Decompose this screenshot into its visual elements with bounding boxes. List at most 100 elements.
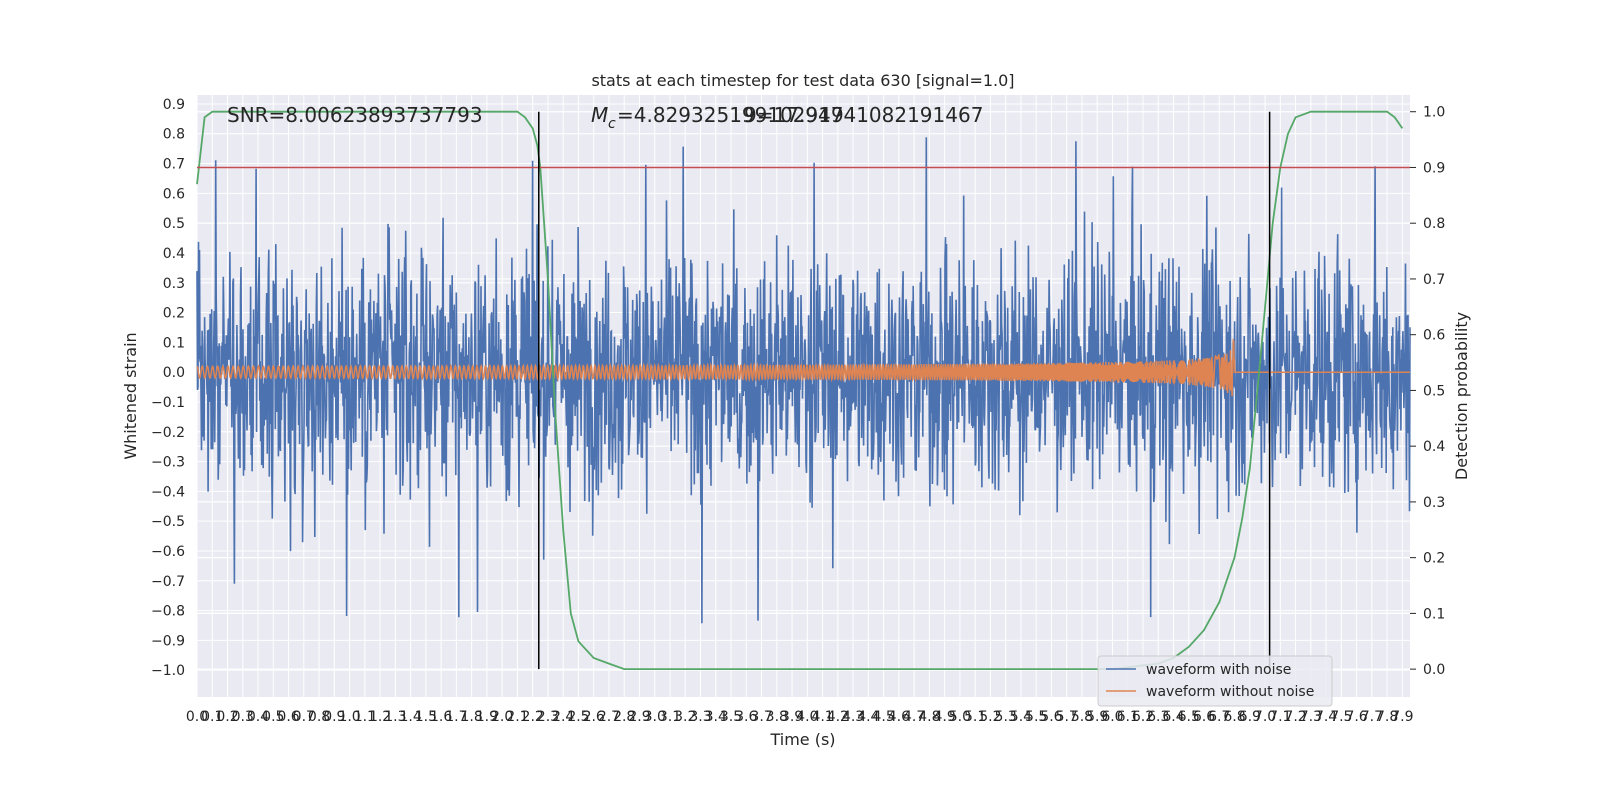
- x-tick-label: 3.1: [659, 709, 681, 725]
- x-tick-label: 3.0: [644, 709, 666, 725]
- probability-trace: [196, 110, 1404, 670]
- x-tick-label: 1.8: [461, 709, 483, 725]
- x-tick-label: 1.0: [338, 709, 360, 725]
- x-tick-label: 3.7: [750, 709, 772, 725]
- legend-label-noise: waveform with noise: [1146, 662, 1291, 678]
- mc-annotation-subscript: c: [608, 116, 616, 132]
- x-tick-label: 3.6: [735, 709, 757, 725]
- right-tick-label: 0.5: [1423, 383, 1445, 399]
- x-tick-label: 0.7: [293, 709, 315, 725]
- event-vlines: [538, 111, 1271, 670]
- x-tick-label: 4.3: [842, 709, 864, 725]
- x-tick-label: 1.3: [384, 709, 406, 725]
- series-detection-probability: [196, 110, 1404, 670]
- chirp-trace: [196, 338, 1410, 397]
- x-tick-label: 6.2: [1132, 709, 1154, 725]
- right-tick-label: 0.3: [1423, 495, 1445, 511]
- x-tick-label: 6.4: [1162, 709, 1184, 725]
- mc-annotation-value-b: 9=17.94741082191467: [744, 103, 983, 127]
- x-tick-label: 4.0: [796, 709, 818, 725]
- left-tick-label: −0.6: [151, 544, 185, 560]
- x-tick-label: 2.0: [491, 709, 513, 725]
- x-tick-label: 6.5: [1178, 709, 1200, 725]
- x-tick-label: 2.7: [598, 709, 620, 725]
- right-tick-label: 0.7: [1423, 272, 1445, 288]
- x-tick-label: 5.9: [1086, 709, 1108, 725]
- x-tick-label: 4.2: [827, 709, 849, 725]
- left-tick-label: −0.2: [151, 425, 185, 441]
- x-tick-label: 7.9: [1391, 709, 1413, 725]
- x-tick-label: 0.5: [262, 709, 284, 725]
- legend: waveform with noise waveform without noi…: [1097, 655, 1333, 707]
- right-tick-label: 0.9: [1423, 160, 1445, 176]
- x-axis-label: Time (s): [769, 730, 835, 749]
- x-tick-label: 1.4: [399, 709, 421, 725]
- x-tick-label: 6.3: [1147, 709, 1169, 725]
- x-tick-label: 5.0: [949, 709, 971, 725]
- left-tick-label: 0.7: [163, 157, 185, 173]
- left-tick-label: −0.3: [151, 455, 185, 471]
- x-tick-label: 3.2: [674, 709, 696, 725]
- left-tick-label: 0.0: [163, 365, 185, 381]
- x-tick-label: 0.6: [277, 709, 299, 725]
- x-tick-label: 3.5: [720, 709, 742, 725]
- series-waveform-without-noise: [196, 338, 1410, 397]
- x-tick-label: 4.1: [811, 709, 833, 725]
- x-tick-label: 3.4: [705, 709, 727, 725]
- x-tick-label: 7.0: [1254, 709, 1276, 725]
- x-tick-label: 6.6: [1193, 709, 1215, 725]
- mc-annotation-symbol: M: [591, 103, 608, 127]
- x-tick-label: 7.5: [1330, 709, 1352, 725]
- right-tick-label: 0.4: [1423, 439, 1445, 455]
- x-tick-label: 4.9: [934, 709, 956, 725]
- x-tick-label: 2.5: [567, 709, 589, 725]
- left-tick-label: 0.4: [163, 246, 185, 262]
- x-tick-label: 3.8: [766, 709, 788, 725]
- x-tick-label: 7.8: [1376, 709, 1398, 725]
- left-tick-label: −0.9: [151, 633, 185, 649]
- x-tick-label: 1.6: [430, 709, 452, 725]
- x-tick-label: 5.8: [1071, 709, 1093, 725]
- x-tick-label: 5.2: [979, 709, 1001, 725]
- x-tick-label: 2.1: [506, 709, 528, 725]
- x-tick-label: 6.7: [1208, 709, 1230, 725]
- left-tick-label: 0.2: [163, 306, 185, 322]
- x-tick-label: 4.5: [872, 709, 894, 725]
- x-tick-label: 7.7: [1361, 709, 1383, 725]
- x-tick-label: 5.5: [1025, 709, 1047, 725]
- chart-title: stats at each timestep for test data 630…: [591, 71, 1014, 90]
- left-tick-label: −0.1: [151, 395, 185, 411]
- x-tick-label: 0.4: [247, 709, 269, 725]
- mc-annotation-value-a: =4.829325199102919: [617, 103, 844, 127]
- left-tick-label: −0.7: [151, 574, 185, 590]
- x-tick-label: 3.9: [781, 709, 803, 725]
- left-axis-ticks: 0.9 0.8 0.7 0.6 0.5 0.4 0.3 0.2 0.1 0.0 −0.1 −0.2 −0…: [151, 97, 185, 679]
- x-tick-label: 5.1: [964, 709, 986, 725]
- x-tick-label: 4.7: [903, 709, 925, 725]
- right-tick-label: 0.6: [1423, 328, 1445, 344]
- left-tick-label: 0.8: [163, 127, 185, 143]
- left-tick-label: 0.6: [163, 186, 185, 202]
- x-tick-label: 2.4: [552, 709, 574, 725]
- left-tick-label: −1.0: [151, 663, 185, 679]
- x-tick-label: 5.6: [1040, 709, 1062, 725]
- right-tick-label: 0.0: [1423, 662, 1445, 678]
- x-tick-label: 1.1: [354, 709, 376, 725]
- right-tick-label: 0.1: [1423, 606, 1445, 622]
- x-axis-ticks: 0.00.10.20.30.40.50.60.70.80.91.01.11.21…: [186, 709, 1414, 725]
- x-tick-label: 1.2: [369, 709, 391, 725]
- x-tick-label: 0.9: [323, 709, 345, 725]
- x-tick-label: 0.8: [308, 709, 330, 725]
- x-tick-label: 0.1: [201, 709, 223, 725]
- x-tick-label: 1.7: [445, 709, 467, 725]
- left-tick-label: −0.5: [151, 514, 185, 530]
- right-tick-label: 1.0: [1423, 105, 1445, 121]
- y-axis-label-left: Whitened strain: [121, 332, 140, 459]
- left-tick-label: 0.5: [163, 216, 185, 232]
- left-tick-label: −0.4: [151, 484, 185, 500]
- x-tick-label: 4.8: [918, 709, 940, 725]
- left-tick-label: 0.1: [163, 335, 185, 351]
- x-tick-label: 1.5: [415, 709, 437, 725]
- right-axis-ticks: 1.0 0.9 0.8 0.7 0.6 0.5 0.4 0.3 0.2 0.1 0.0: [1410, 105, 1445, 678]
